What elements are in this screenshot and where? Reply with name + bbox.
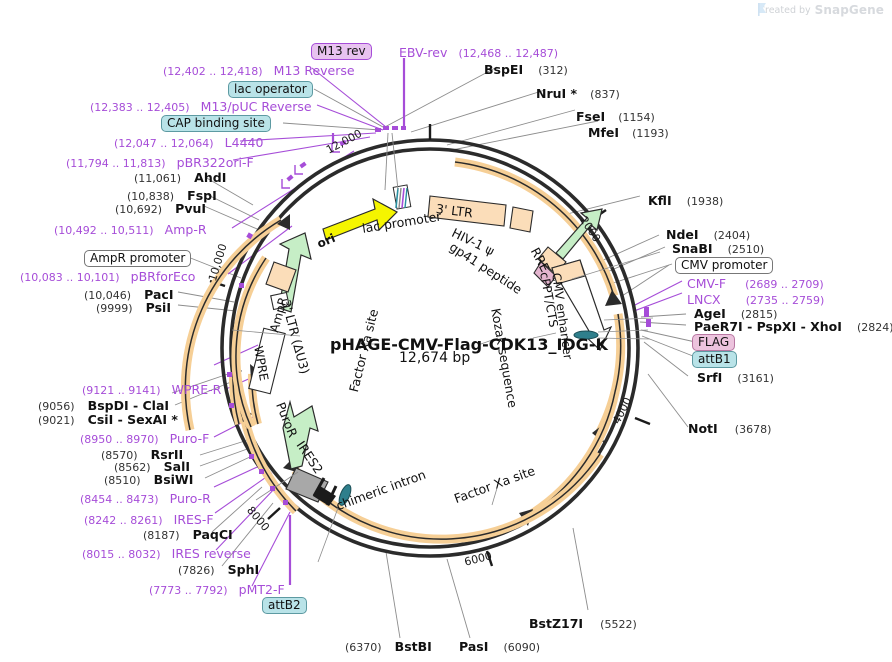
leader-lines-primers: [213, 67, 683, 587]
enzyme-ndei[interactable]: NdeI (2404): [666, 227, 751, 242]
feature-cpptcts-marker: [573, 330, 599, 340]
badge-flag[interactable]: FLAG: [692, 333, 736, 351]
badge-ampr-promoter[interactable]: AmpR promoter: [84, 249, 192, 267]
enzyme-snabi[interactable]: SnaBI (2510): [672, 241, 765, 256]
primer-pmt2-f[interactable]: (7773 .. 7792) pMT2-F: [149, 582, 285, 597]
feature-ires2: [285, 467, 352, 506]
enzyme-paci[interactable]: (10,046) PacI: [84, 287, 174, 302]
enzyme-bstbi[interactable]: (6370) BstBI: [345, 639, 432, 654]
enzyme-paer7i-pspxi-xhoi[interactable]: PaeR7I - PspXI - XhoI (2824): [694, 319, 892, 334]
primer-ticks: [227, 126, 651, 505]
enzyme-sphi[interactable]: (7826) SphI: [178, 562, 260, 577]
enzyme-ahdi[interactable]: (11,061) AhdI: [134, 170, 227, 185]
enzyme-paqci[interactable]: (8187) PaqCI: [143, 527, 233, 542]
enzyme-fsei[interactable]: FseI (1154): [576, 109, 655, 124]
snapgene-watermark: Created by SnapGene: [758, 3, 884, 17]
feature-ori: [322, 197, 398, 241]
inner-guides-left: [231, 329, 557, 563]
primer-bracket-lines: [288, 58, 406, 585]
enzyme-csii-sexai[interactable]: (9021) CsiI - SexAI *: [38, 412, 178, 427]
page-title: pHAGE-CMV-Flag-CDK13_IDG-K: [330, 335, 608, 354]
primer-puro-r[interactable]: (8454 .. 8473) Puro-R: [80, 491, 211, 506]
primer-lncx[interactable]: LNCX (2735 .. 2759): [687, 292, 825, 307]
enzyme-kfli[interactable]: KflI (1938): [648, 193, 724, 208]
enzyme-bstz17i[interactable]: BstZ17I (5522): [529, 616, 637, 631]
enzyme-fspi[interactable]: (10,838) FspI: [127, 188, 217, 203]
watermark-created-by: Created by: [758, 4, 811, 16]
watermark-brand: SnapGene: [814, 3, 884, 17]
feature-cmv-enhancer: [551, 259, 613, 352]
primer-ires-f[interactable]: (8242 .. 8261) IRES-F: [84, 512, 214, 527]
primer-pbr322ori-f[interactable]: (11,794 .. 11,813) pBR322ori-F: [66, 155, 254, 170]
primer-ebv-rev[interactable]: EBV-rev (12,468 .. 12,487): [399, 45, 559, 60]
enzyme-pasi[interactable]: PasI (6090): [459, 639, 541, 654]
feature-arcs-orange: [180, 157, 626, 544]
enzyme-bspei[interactable]: BspEI (312): [484, 62, 568, 77]
enzyme-bsiwi[interactable]: (8510) BsiWI: [104, 472, 194, 487]
feature-lac-promoter: [392, 184, 412, 210]
badge-m13-rev[interactable]: M13 rev: [311, 42, 372, 60]
enzyme-psii[interactable]: (9999) PsiI: [96, 300, 171, 315]
badge-cmv-promoter[interactable]: CMV promoter: [675, 256, 774, 274]
plasmid-size: 12,674 bp: [399, 350, 471, 366]
badge-attb2[interactable]: attB2: [262, 596, 307, 614]
badge-lac-operator[interactable]: lac operator: [228, 80, 313, 98]
leader-top-vertical: [384, 132, 399, 191]
inner-guides-right: [571, 251, 661, 340]
feature-3ltr-du3: [265, 261, 297, 293]
primer-m13-reverse[interactable]: (12,402 .. 12,418) M13 Reverse: [163, 63, 355, 78]
enzyme-rsrii[interactable]: (8570) RsrII: [101, 447, 184, 462]
badge-attb1[interactable]: attB1: [692, 350, 737, 368]
feature-3ltr-top: [427, 195, 534, 233]
primer-amp-r[interactable]: (10,492 .. 10,511) Amp-R: [54, 222, 207, 237]
enzyme-mfei[interactable]: MfeI (1193): [588, 125, 669, 140]
snapgene-flag-icon: [758, 3, 767, 16]
enzyme-sali[interactable]: (8562) SalI: [114, 459, 191, 474]
feature-puror: [282, 399, 319, 470]
enzyme-nrui[interactable]: NruI * (837): [536, 86, 620, 101]
primer-puro-f[interactable]: (8950 .. 8970) Puro-F: [80, 431, 210, 446]
badge-cap-binding-site[interactable]: CAP binding site: [161, 114, 271, 132]
primer-m13-puc-reverse[interactable]: (12,383 .. 12,405) M13/pUC Reverse: [90, 99, 312, 114]
feature-wpre: [248, 327, 286, 395]
enzyme-pvui[interactable]: (10,692) PvuI: [115, 201, 207, 216]
primer-brackets: [281, 143, 340, 189]
feature-rre: [533, 208, 603, 288]
enzyme-bspdi-clai[interactable]: (9056) BspDI - ClaI: [38, 398, 170, 413]
primer-ires-reverse[interactable]: (8015 .. 8032) IRES reverse: [82, 546, 251, 561]
enzyme-noti[interactable]: NotI (3678): [688, 421, 772, 436]
enzyme-agei[interactable]: AgeI (2815): [694, 306, 778, 321]
primer-pbrforeco[interactable]: (10,083 .. 10,101) pBRforEco: [20, 269, 196, 284]
enzyme-srfi[interactable]: SrfI (3161): [697, 370, 774, 385]
primer-l4440[interactable]: (12,047 .. 12,064) L4440: [114, 135, 264, 150]
primer-cmv-f[interactable]: CMV-F (2689 .. 2709): [687, 276, 824, 291]
primer-wpre-r[interactable]: (9121 .. 9141) WPRE-R: [82, 382, 222, 397]
